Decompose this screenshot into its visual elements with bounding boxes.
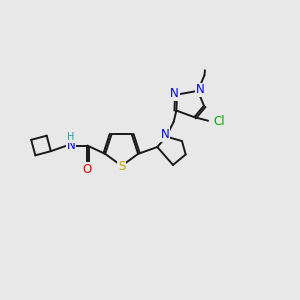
Text: N: N xyxy=(67,139,75,152)
Text: H: H xyxy=(67,132,74,142)
Text: N: N xyxy=(196,83,204,97)
Text: N: N xyxy=(161,128,170,141)
Text: Cl: Cl xyxy=(213,115,225,128)
Text: N: N xyxy=(170,87,179,100)
Text: O: O xyxy=(83,163,92,176)
Text: S: S xyxy=(118,160,125,173)
